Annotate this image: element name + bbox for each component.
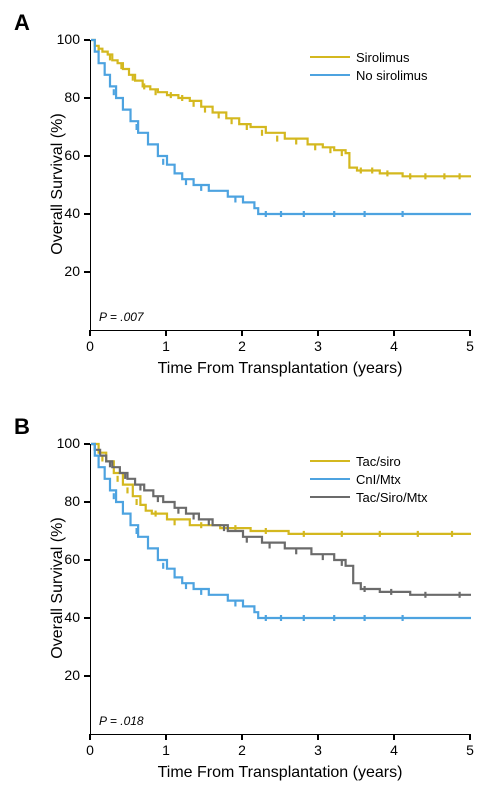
panel-A-pvalue: P = .007 (99, 310, 144, 324)
x-tick (469, 330, 471, 336)
panel-B-label: B (14, 414, 30, 440)
x-tick-label: 3 (303, 338, 333, 354)
y-tick-label: 80 (40, 89, 80, 105)
legend-swatch (310, 56, 350, 59)
y-tick-label: 60 (40, 551, 80, 567)
y-tick-label: 60 (40, 147, 80, 163)
x-tick (241, 734, 243, 740)
legend-item: Sirolimus (310, 48, 428, 66)
y-tick-label: 40 (40, 205, 80, 221)
legend-swatch (310, 460, 350, 463)
x-tick-label: 5 (455, 338, 485, 354)
legend-label: Tac/Siro/Mtx (356, 490, 428, 505)
y-tick (84, 39, 90, 41)
y-tick-label: 80 (40, 493, 80, 509)
legend-swatch (310, 74, 350, 77)
y-tick-label: 20 (40, 667, 80, 683)
legend-item: Tac/siro (310, 452, 428, 470)
x-tick (393, 330, 395, 336)
x-tick-label: 1 (151, 742, 181, 758)
x-tick (317, 734, 319, 740)
y-tick (84, 97, 90, 99)
legend-item: No sirolimus (310, 66, 428, 84)
y-tick (84, 213, 90, 215)
x-tick (317, 330, 319, 336)
panel-A-legend: Sirolimus No sirolimus (310, 48, 428, 84)
panel-B-ylabel: Overall Survival (%) (49, 488, 67, 688)
x-tick (165, 330, 167, 336)
panel-B-pvalue: P = .018 (99, 714, 144, 728)
legend-swatch (310, 478, 350, 481)
y-tick-label: 20 (40, 263, 80, 279)
panel-A-xlabel: Time From Transplantation (years) (90, 360, 470, 378)
x-tick-label: 5 (455, 742, 485, 758)
y-tick (84, 501, 90, 503)
legend-item: CnI/Mtx (310, 470, 428, 488)
y-tick (84, 155, 90, 157)
x-tick-label: 3 (303, 742, 333, 758)
x-tick (469, 734, 471, 740)
x-tick (89, 734, 91, 740)
y-tick (84, 559, 90, 561)
y-tick (84, 271, 90, 273)
x-tick (393, 734, 395, 740)
y-tick (84, 443, 90, 445)
y-tick-label: 100 (40, 31, 80, 47)
y-tick-label: 100 (40, 435, 80, 451)
legend-label: Sirolimus (356, 50, 409, 65)
x-tick (165, 734, 167, 740)
panel-B: B Overall Survival (%) P = .018 20406080… (0, 404, 500, 808)
figure: A Overall Survival (%) P = .007 20406080… (0, 0, 500, 808)
panel-B-xlabel: Time From Transplantation (years) (90, 764, 470, 782)
x-tick-label: 0 (75, 742, 105, 758)
panel-A-ylabel: Overall Survival (%) (49, 84, 67, 284)
panel-A: A Overall Survival (%) P = .007 20406080… (0, 0, 500, 404)
legend-item: Tac/Siro/Mtx (310, 488, 428, 506)
panel-B-legend: Tac/siro CnI/Mtx Tac/Siro/Mtx (310, 452, 428, 506)
y-tick (84, 675, 90, 677)
x-tick-label: 4 (379, 742, 409, 758)
x-tick-label: 2 (227, 742, 257, 758)
y-tick-label: 40 (40, 609, 80, 625)
x-tick-label: 0 (75, 338, 105, 354)
x-tick-label: 4 (379, 338, 409, 354)
x-tick-label: 2 (227, 338, 257, 354)
panel-A-label: A (14, 10, 30, 36)
y-tick (84, 617, 90, 619)
legend-swatch (310, 496, 350, 499)
x-tick-label: 1 (151, 338, 181, 354)
legend-label: No sirolimus (356, 68, 428, 83)
x-tick (89, 330, 91, 336)
legend-label: CnI/Mtx (356, 472, 401, 487)
x-tick (241, 330, 243, 336)
legend-label: Tac/siro (356, 454, 401, 469)
